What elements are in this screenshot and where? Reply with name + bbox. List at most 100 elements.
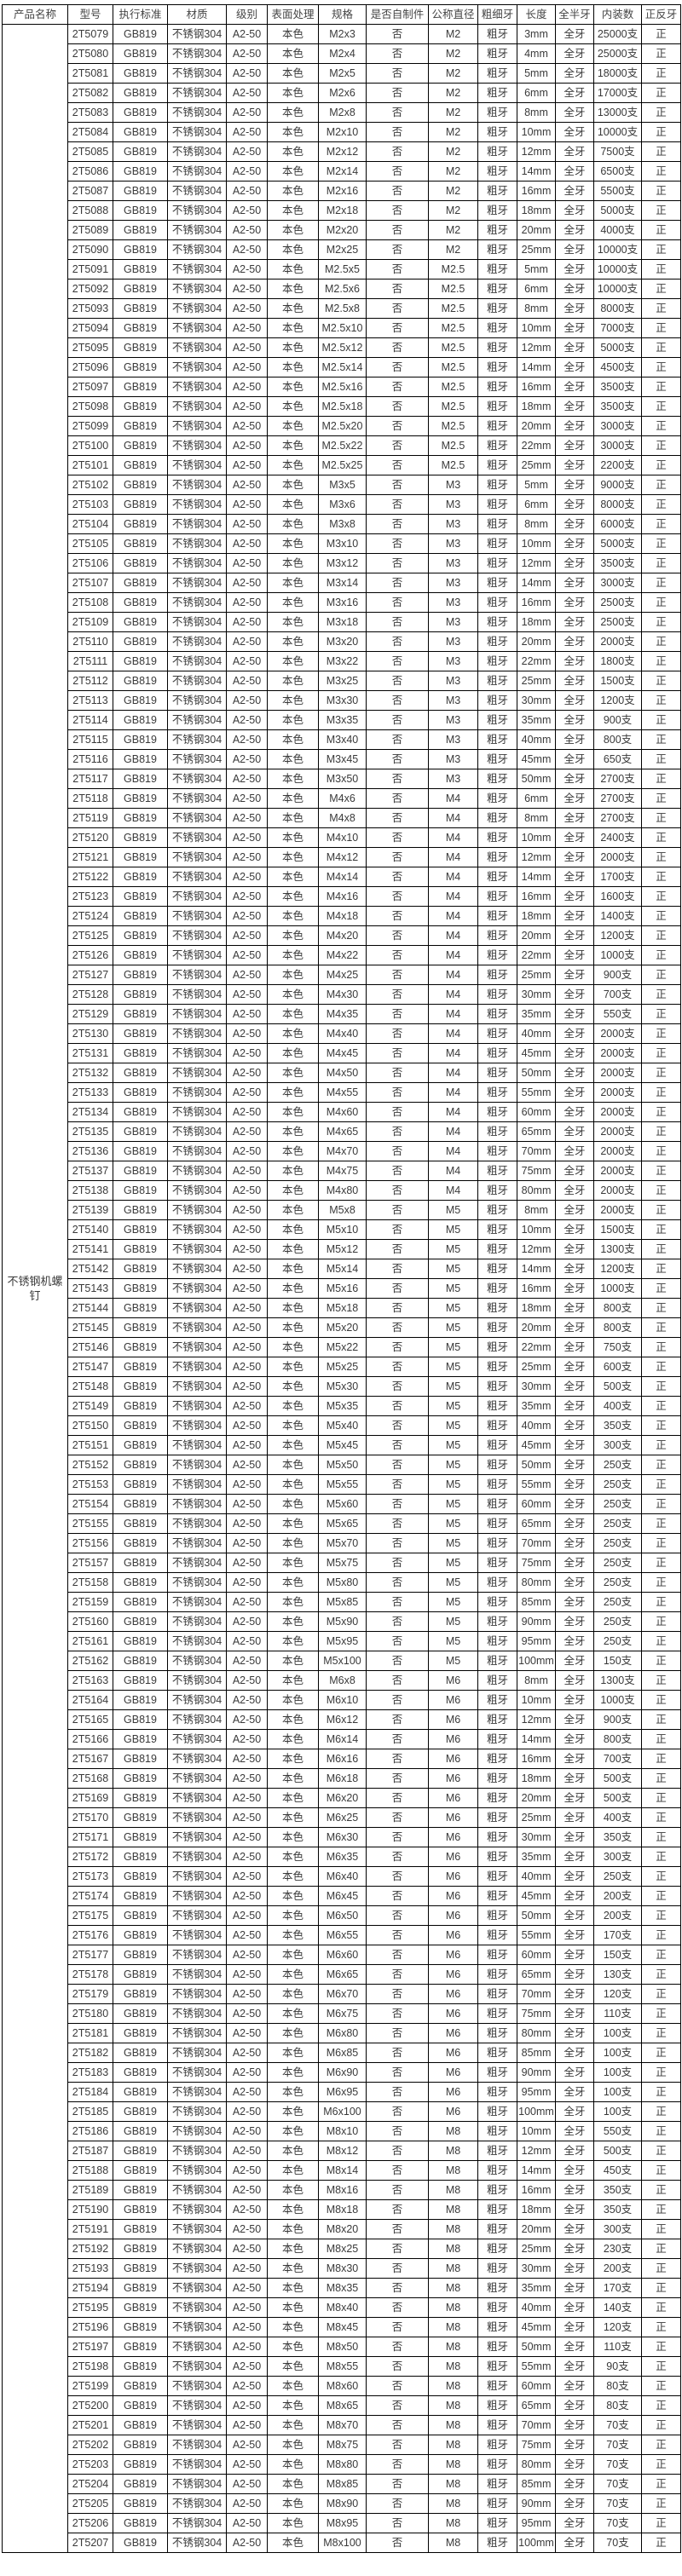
table-row: 2T5092 GB819 不锈钢304 A2-50 本色 M2.5x6 否 M2.5 粗牙 6mm… xyxy=(3,279,681,299)
direction-cell: 正 xyxy=(641,1102,681,1122)
table-row: 2T5143 GB819 不锈钢304 A2-50 本色 M5x16 否 M5 粗牙 16mm 全牙… xyxy=(3,1278,681,1299)
spec-cell: M5x70 xyxy=(318,1533,367,1553)
self-made-cell: 否 xyxy=(366,1925,429,1945)
length-cell: 85mm xyxy=(517,2474,556,2494)
diameter-cell: M6 xyxy=(428,1827,478,1847)
table-row: 不锈钢机螺钉 2T5079 GB819 不锈钢304 A2-50 本色 M2x3 否 M2 粗牙 3… xyxy=(2,24,681,2553)
self-made-cell: 否 xyxy=(366,377,429,397)
material-cell: 不锈钢304 xyxy=(167,1807,227,1828)
surface-cell: 本色 xyxy=(267,1063,319,1083)
quantity-cell: 500支 xyxy=(593,2141,642,2161)
diameter-cell: M6 xyxy=(428,1709,478,1730)
quantity-cell: 1000支 xyxy=(593,1690,642,1710)
direction-cell: 正 xyxy=(641,298,681,319)
surface-cell: 本色 xyxy=(267,83,319,103)
model-cell: 2T5129 xyxy=(67,1004,113,1024)
thread-cell: 粗牙 xyxy=(477,1651,517,1671)
standard-cell: GB819 xyxy=(113,1023,168,1044)
surface-cell: 本色 xyxy=(267,220,319,240)
diameter-cell: M5 xyxy=(428,1200,478,1220)
surface-cell: 本色 xyxy=(267,2023,319,2043)
grade-cell: A2-50 xyxy=(226,1141,268,1161)
self-made-cell: 否 xyxy=(366,1651,429,1671)
quantity-cell: 700支 xyxy=(593,1749,642,1769)
spec-cell: M2x8 xyxy=(318,102,367,123)
standard-cell: GB819 xyxy=(113,984,168,1005)
thread-cell: 粗牙 xyxy=(477,2023,517,2043)
diameter-cell: M4 xyxy=(428,1102,478,1122)
thread-cell: 粗牙 xyxy=(477,710,517,730)
length-cell: 35mm xyxy=(517,2278,556,2298)
thread-cell: 粗牙 xyxy=(477,2297,517,2318)
standard-cell: GB819 xyxy=(113,690,168,711)
length-cell: 80mm xyxy=(517,2454,556,2475)
spec-cell: M5x65 xyxy=(318,1513,367,1534)
standard-cell: GB819 xyxy=(113,1298,168,1318)
diameter-cell: M8 xyxy=(428,2513,478,2533)
spec-cell: M2.5x6 xyxy=(318,279,367,299)
surface-cell: 本色 xyxy=(267,1200,319,1220)
length-cell: 8mm xyxy=(517,1200,556,1220)
surface-cell: 本色 xyxy=(267,102,319,123)
self-made-cell: 否 xyxy=(366,2474,429,2494)
surface-cell: 本色 xyxy=(267,1298,319,1318)
model-cell: 2T5113 xyxy=(67,690,113,711)
grade-cell: A2-50 xyxy=(226,2493,268,2514)
full-half-cell: 全牙 xyxy=(555,1082,594,1103)
diameter-cell: M3 xyxy=(428,475,478,495)
material-cell: 不锈钢304 xyxy=(167,1435,227,1455)
model-cell: 2T5143 xyxy=(67,1278,113,1299)
self-made-cell: 否 xyxy=(366,984,429,1005)
length-cell: 12mm xyxy=(517,337,556,358)
grade-cell: A2-50 xyxy=(226,1690,268,1710)
model-cell: 2T5125 xyxy=(67,925,113,946)
self-made-cell: 否 xyxy=(366,1278,429,1299)
quantity-cell: 300支 xyxy=(593,1435,642,1455)
spec-cell: M6x70 xyxy=(318,1984,367,2004)
full-half-cell: 全牙 xyxy=(555,2082,594,2102)
spec-cell: M4x35 xyxy=(318,1004,367,1024)
standard-cell: GB819 xyxy=(113,1572,168,1593)
length-cell: 25mm xyxy=(517,965,556,985)
surface-cell: 本色 xyxy=(267,161,319,182)
length-cell: 25mm xyxy=(517,239,556,260)
surface-cell: 本色 xyxy=(267,2160,319,2181)
model-cell: 2T5117 xyxy=(67,769,113,789)
model-cell: 2T5204 xyxy=(67,2474,113,2494)
grade-cell: A2-50 xyxy=(226,2219,268,2239)
diameter-cell: M8 xyxy=(428,2474,478,2494)
model-cell: 2T5187 xyxy=(67,2141,113,2161)
length-cell: 35mm xyxy=(517,1396,556,1416)
surface-cell: 本色 xyxy=(267,2356,319,2377)
surface-cell: 本色 xyxy=(267,965,319,985)
grade-cell: A2-50 xyxy=(226,2356,268,2377)
surface-cell: 本色 xyxy=(267,475,319,495)
model-cell: 2T5144 xyxy=(67,1298,113,1318)
length-cell: 75mm xyxy=(517,1553,556,1573)
thread-cell: 粗牙 xyxy=(477,24,517,44)
diameter-cell: M3 xyxy=(428,533,478,554)
column-header: 正反牙 xyxy=(641,4,681,25)
spec-cell: M5x8 xyxy=(318,1200,367,1220)
self-made-cell: 否 xyxy=(366,1455,429,1475)
standard-cell: GB819 xyxy=(113,671,168,691)
full-half-cell: 全牙 xyxy=(555,1827,594,1847)
surface-cell: 本色 xyxy=(267,279,319,299)
table-row: 2T5195 GB819 不锈钢304 A2-50 本色 M8x40 否 M8 粗牙 40mm 全牙… xyxy=(3,2297,681,2318)
quantity-cell: 250支 xyxy=(593,1553,642,1573)
self-made-cell: 否 xyxy=(366,416,429,436)
model-cell: 2T5079 xyxy=(67,24,113,44)
standard-cell: GB819 xyxy=(113,2199,168,2220)
standard-cell: GB819 xyxy=(113,925,168,946)
material-cell: 不锈钢304 xyxy=(167,102,227,123)
standard-cell: GB819 xyxy=(113,2141,168,2161)
material-cell: 不锈钢304 xyxy=(167,1905,227,1926)
direction-cell: 正 xyxy=(641,2258,681,2279)
material-cell: 不锈钢304 xyxy=(167,2533,227,2553)
material-cell: 不锈钢304 xyxy=(167,122,227,142)
spec-cell: M4x55 xyxy=(318,1082,367,1103)
thread-cell: 粗牙 xyxy=(477,1984,517,2004)
surface-cell: 本色 xyxy=(267,1317,319,1338)
self-made-cell: 否 xyxy=(366,867,429,887)
surface-cell: 本色 xyxy=(267,1494,319,1514)
